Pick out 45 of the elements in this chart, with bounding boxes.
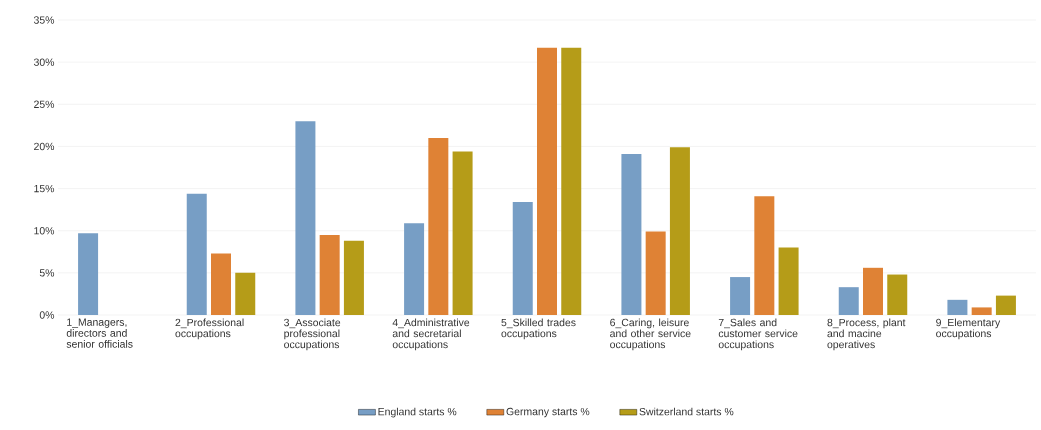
bar (645, 231, 666, 315)
bar (295, 121, 316, 315)
x-tick-label: 5_Skilled trades occupations (501, 318, 576, 340)
x-tick-label: 1_Managers, directors and senior officials (66, 318, 133, 348)
x-tick-label: 2_Professional occupations (175, 318, 244, 340)
bar (319, 234, 340, 315)
legend-label: Switzerland starts % (639, 407, 734, 416)
bar (730, 277, 751, 315)
bar (669, 147, 690, 315)
bar (947, 299, 968, 315)
bar (838, 287, 859, 315)
bar (561, 47, 582, 315)
x-tick-label: 4_Administrative and secretarial occupations (392, 318, 470, 351)
x-tick-label: 7_Sales and customer service occupations (718, 318, 798, 351)
y-tick-label: 25% (34, 100, 55, 108)
bar (995, 295, 1016, 315)
bar (863, 267, 883, 315)
y-tick-label: 20% (34, 142, 55, 151)
legend-label: Germany starts % (506, 407, 590, 418)
bar (512, 202, 533, 315)
bar (971, 307, 992, 315)
bar (887, 274, 908, 315)
bar (428, 138, 449, 315)
y-tick-label: 35% (33, 16, 55, 24)
y-tick-label: 30% (33, 58, 55, 66)
bar (186, 193, 207, 315)
legend-label: England starts % (378, 407, 457, 418)
bar (235, 272, 256, 315)
y-tick-label: 10% (34, 227, 55, 235)
bar (621, 154, 642, 315)
bar (778, 247, 799, 315)
bar (452, 151, 473, 315)
bar (343, 240, 364, 315)
y-tick-label: 0% (39, 311, 55, 319)
y-tick-label: 5% (39, 269, 55, 277)
bar (78, 233, 99, 315)
x-tick-label: 6_Caring, leisure and other service occupations (610, 318, 691, 351)
x-tick-label: 8_Process, plant and macine operatives (827, 318, 906, 351)
x-tick-label: 3_Associate professional occupations (284, 318, 341, 351)
bar (211, 253, 231, 315)
bar (537, 47, 557, 315)
y-tick-label: 15% (34, 184, 55, 193)
x-tick-label: 9_Elementary occupations (936, 318, 1001, 340)
bar (404, 223, 425, 315)
bar (754, 196, 775, 315)
